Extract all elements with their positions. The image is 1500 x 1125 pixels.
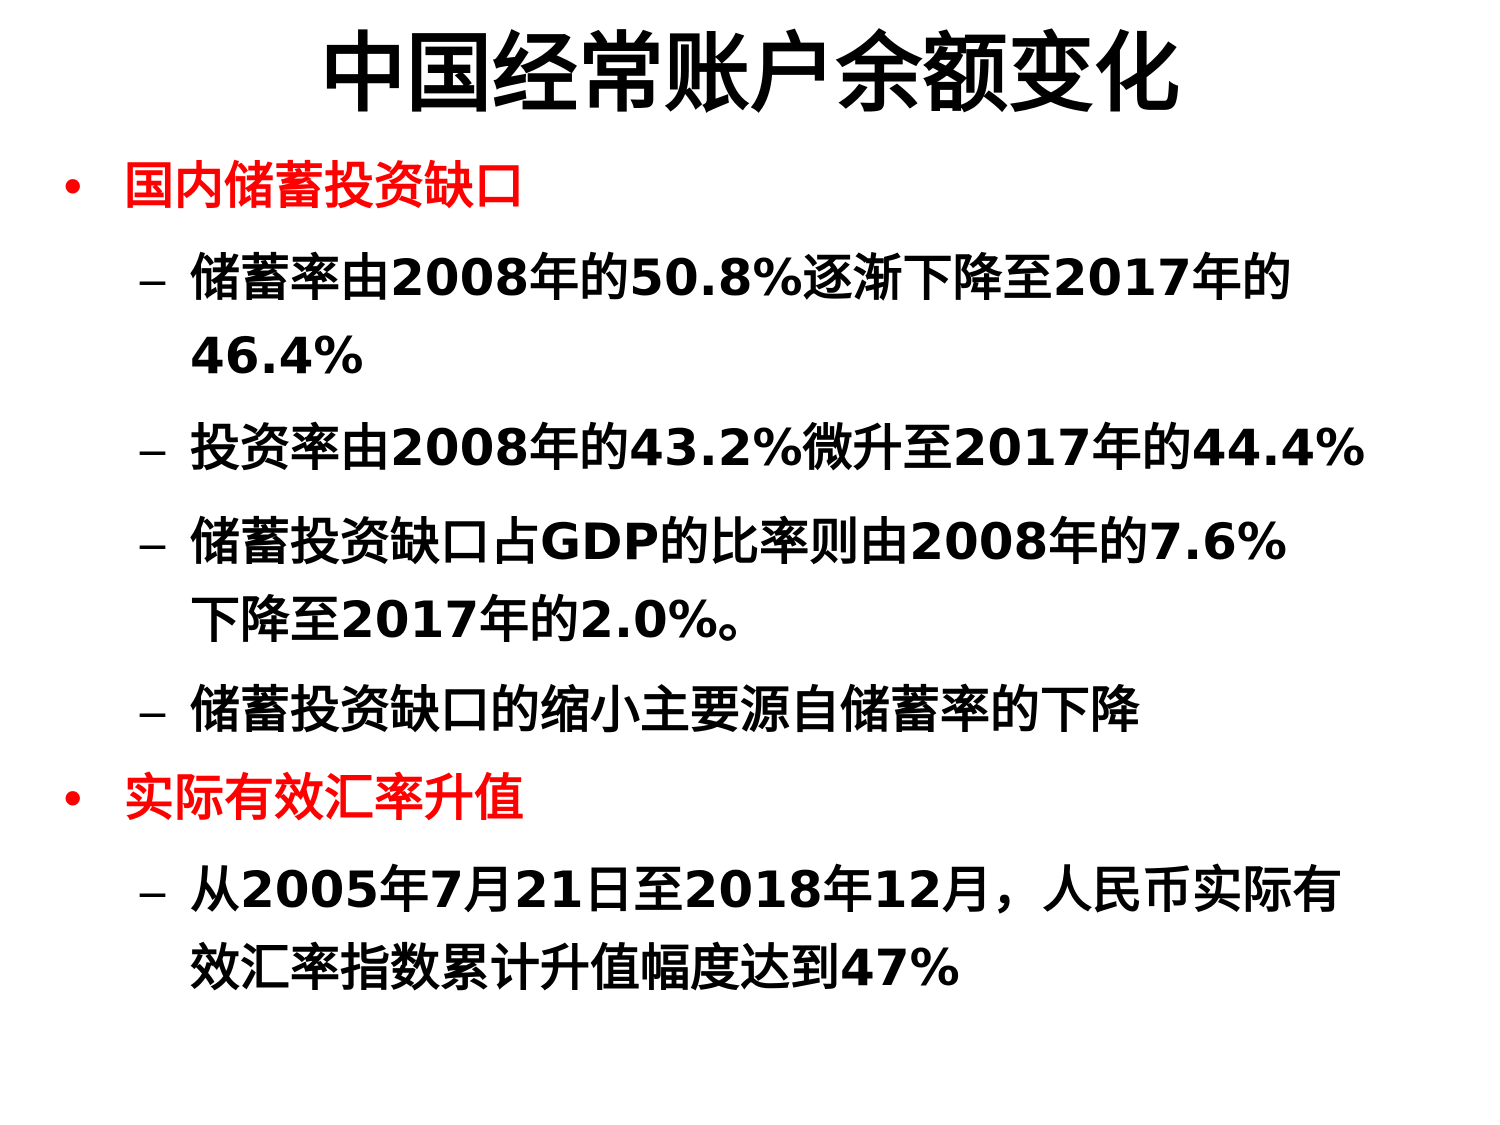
bullet-marker: • — [64, 770, 82, 826]
list-item-line: 储蓄投资缺口占GDP的比率则由2008年的7.6% — [190, 513, 1288, 571]
list-item-line: 储蓄投资缺口的缩小主要源自储蓄率的下降 — [190, 681, 1140, 739]
dash-marker: – — [140, 250, 165, 306]
dash-marker: – — [140, 420, 165, 476]
list-item-line: 从2005年7月21日至2018年12月，人民币实际有 — [190, 861, 1343, 919]
section-heading-text: 国内储蓄投资缺口 — [124, 157, 524, 215]
dash-marker: – — [140, 514, 165, 570]
list-item-line: 46.4% — [190, 327, 364, 385]
list-item-line: 储蓄率由2008年的50.8%逐渐下降至2017年的 — [190, 249, 1292, 307]
section-heading-text: 实际有效汇率升值 — [124, 769, 524, 827]
list-item-line: 下降至2017年的2.0%。 — [190, 591, 768, 649]
list-item-line: 效汇率指数累计升值幅度达到47% — [190, 939, 960, 997]
dash-marker: – — [140, 862, 165, 918]
bullet-marker: • — [64, 158, 82, 214]
dash-marker: – — [140, 682, 165, 738]
slide-title: 中国经常账户余额变化 — [320, 24, 1180, 124]
list-item-line: 投资率由2008年的43.2%微升至2017年的44.4% — [190, 419, 1366, 477]
